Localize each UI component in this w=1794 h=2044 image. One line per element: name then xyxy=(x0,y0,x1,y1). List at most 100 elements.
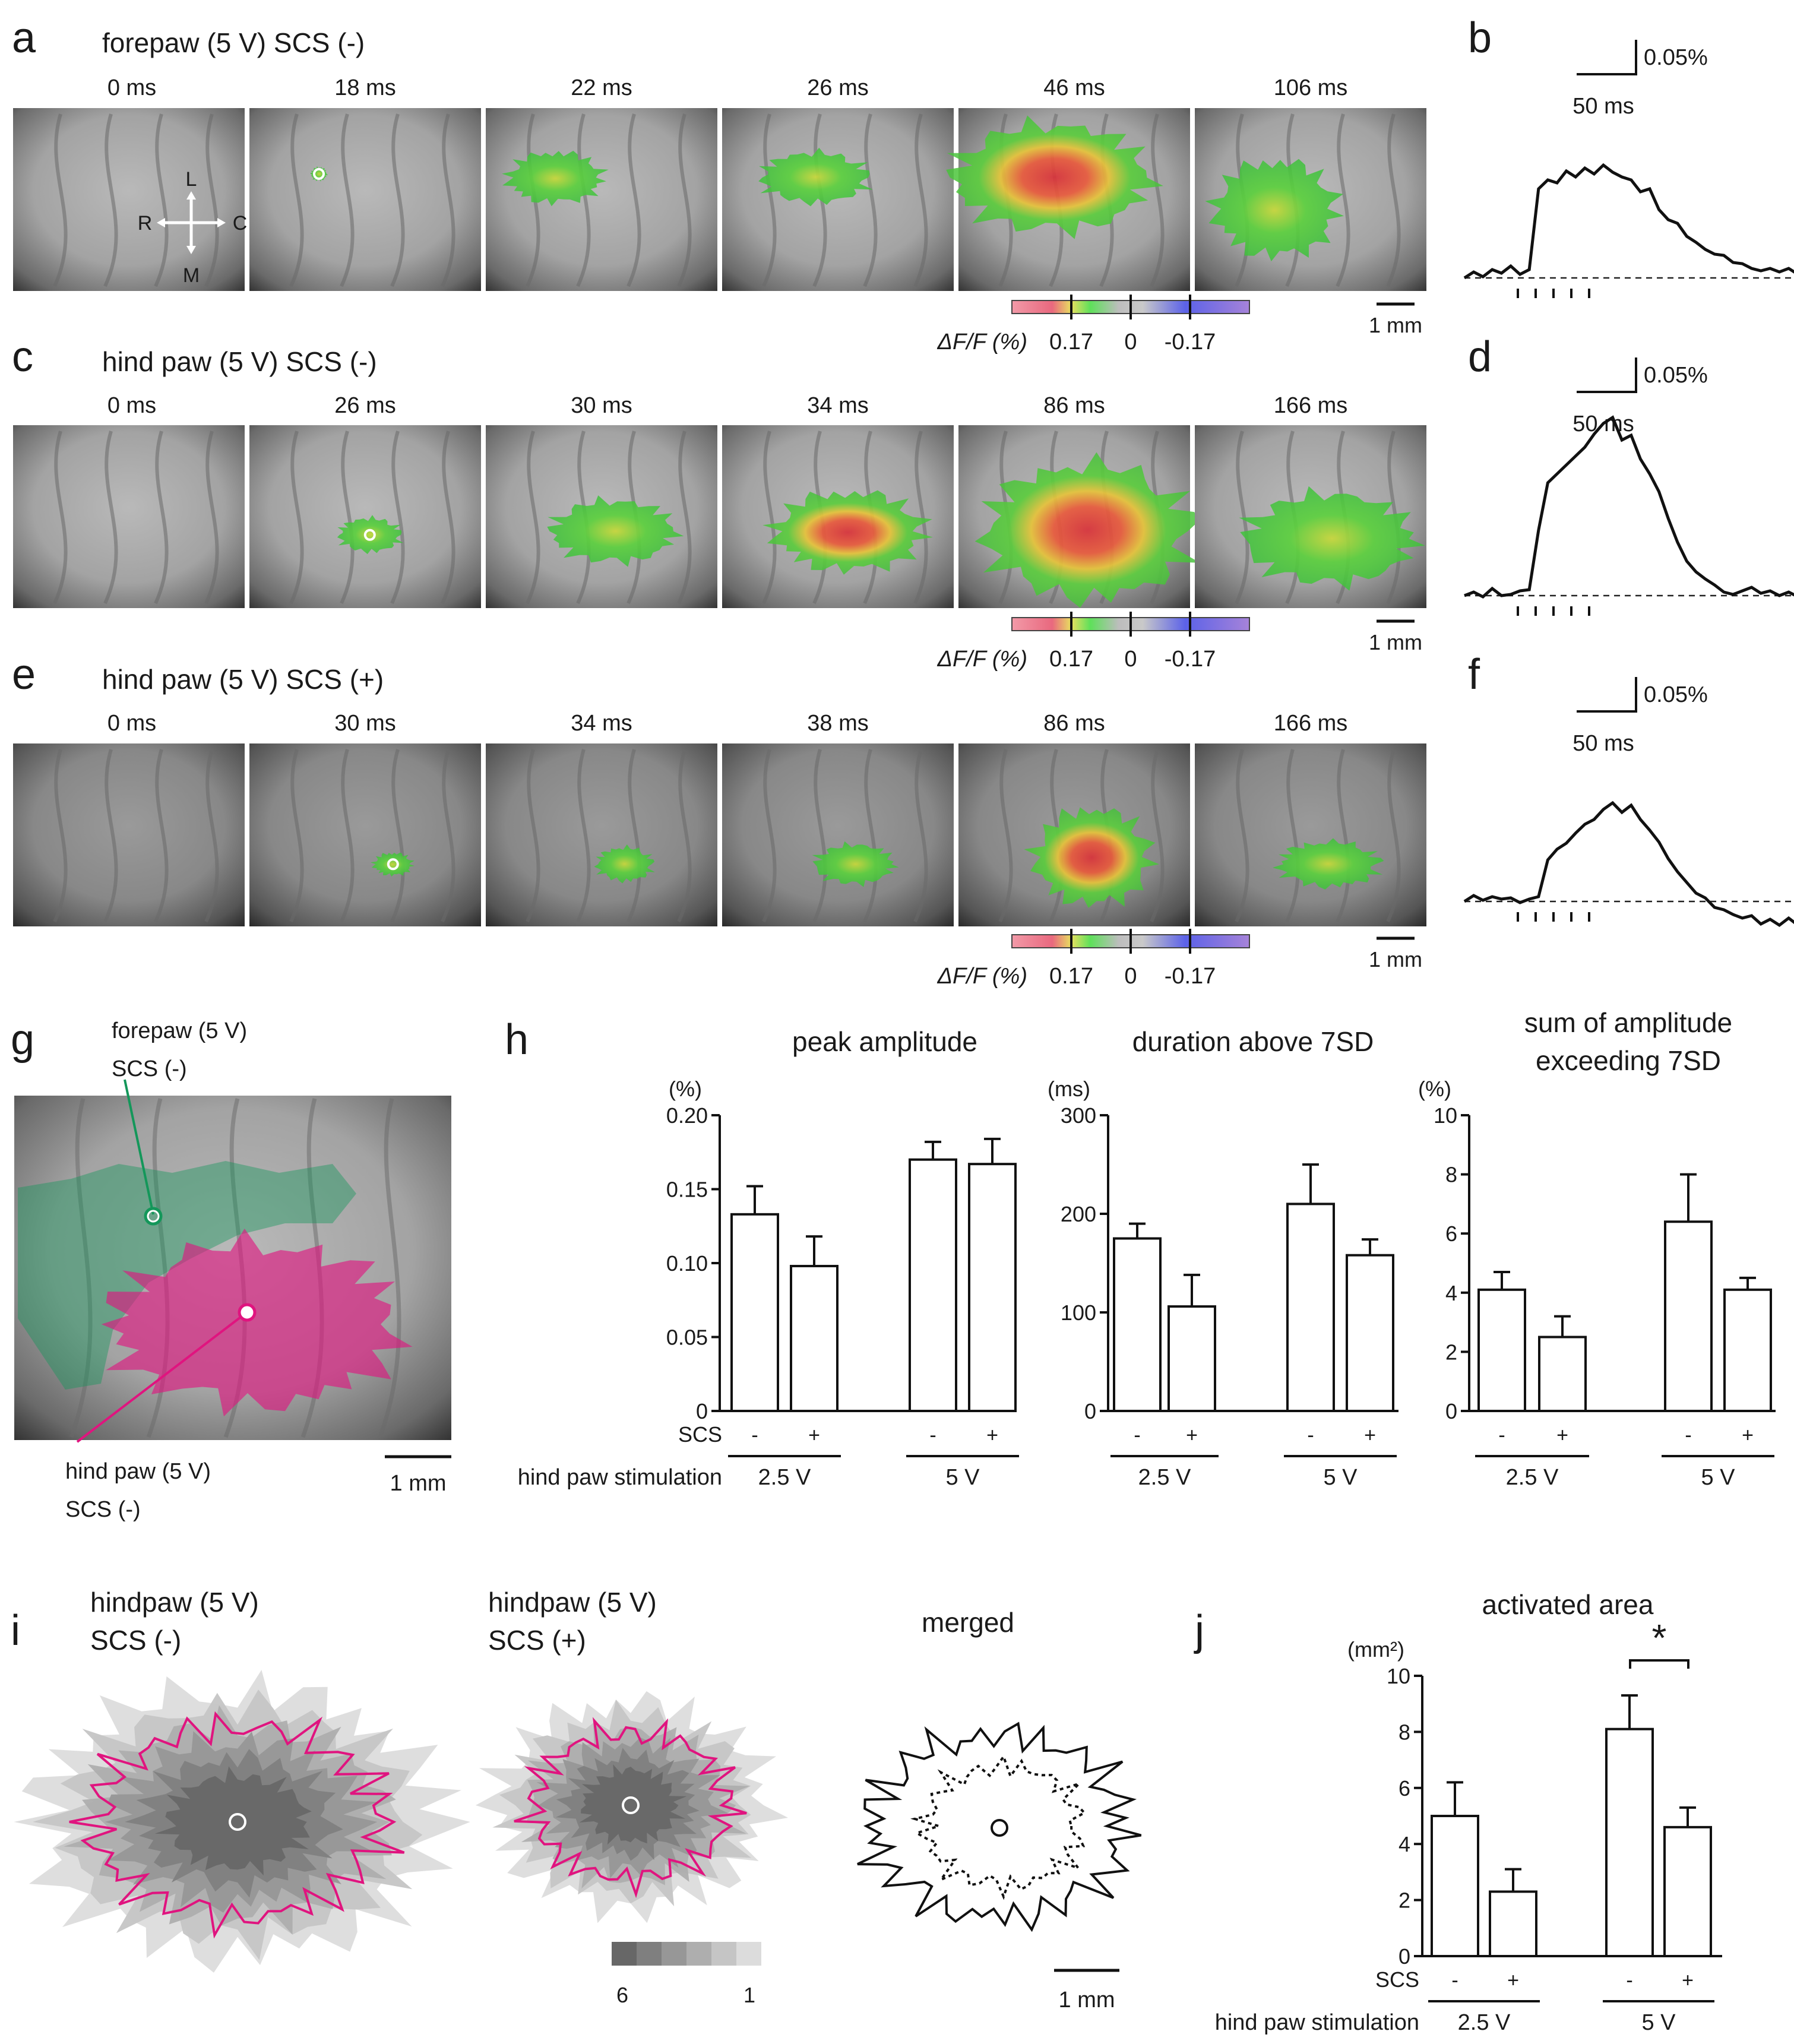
blood-vessel xyxy=(390,431,405,605)
hindpaw-center-marker xyxy=(238,1303,257,1322)
blood-vessel xyxy=(204,113,219,287)
blood-vessel xyxy=(863,113,878,287)
map-title: hindpaw (5 V) xyxy=(488,1587,657,1618)
blood-vessel xyxy=(340,431,355,605)
activation-map xyxy=(1272,838,1384,890)
activation-contour xyxy=(514,1717,747,1899)
activation-map xyxy=(1239,486,1425,591)
activation-map xyxy=(1024,807,1159,908)
scs-sign-label: - xyxy=(1451,1969,1458,1992)
panel-letter-g: g xyxy=(11,1016,34,1064)
significance-bracket xyxy=(1629,1659,1689,1669)
hindpaw-activation-area xyxy=(101,1228,413,1417)
imaging-rows: a forepaw (5 V) SCS (-) 0 ms 18 ms 22 ms 26 m… xyxy=(12,14,1426,989)
stimulus-site-marker xyxy=(313,167,325,180)
blood-vessel xyxy=(53,749,68,923)
blood-vessel xyxy=(53,431,68,605)
chart-title: duration above 7SD xyxy=(1132,1026,1374,1057)
blood-vessel xyxy=(1150,113,1165,287)
forepaw-label-scs: SCS (-) xyxy=(112,1056,187,1081)
bar xyxy=(909,1158,957,1412)
y-tick-label: 100 xyxy=(1061,1301,1096,1325)
y-tick-label: 4 xyxy=(1445,1281,1457,1305)
blood-vessel xyxy=(154,431,169,605)
panel-letter-b: b xyxy=(1468,14,1492,62)
panel-letter-f: f xyxy=(1468,651,1480,698)
hindpaw-label-scs: SCS (-) xyxy=(65,1497,141,1522)
panel-e: e hind paw (5 V) SCS (+) 0 ms 30 ms 34 ms 38 … xyxy=(12,651,1426,989)
y-tick-label: 6 xyxy=(1399,1776,1410,1801)
activation-map xyxy=(370,852,415,877)
blood-vessel xyxy=(677,749,692,923)
chart-title: sum of amplitude xyxy=(1524,1007,1732,1038)
blood-vessel xyxy=(390,113,405,287)
group-label: 5 V xyxy=(945,1465,980,1490)
stimulus-site-marker xyxy=(622,1796,640,1814)
scs-sign-label: + xyxy=(1682,1969,1694,1992)
legend-tick: 1 xyxy=(743,1983,755,2007)
blood-vessel xyxy=(677,431,692,605)
colorbar-tick-label: -0.17 xyxy=(1165,964,1216,989)
colorbar-tick-label: 0 xyxy=(1124,647,1137,672)
blood-vessel xyxy=(863,749,878,923)
panel-i: i hindpaw (5 V) SCS (-) hindpaw (5 V) SCS (+… xyxy=(11,1587,1142,2013)
chart-title: peak amplitude xyxy=(792,1026,977,1057)
scs-sign-label: + xyxy=(1186,1424,1198,1447)
blood-vessel xyxy=(677,113,692,287)
blood-vessel xyxy=(103,431,118,605)
map-title: hindpaw (5 V) xyxy=(90,1587,259,1618)
blood-vessel xyxy=(154,113,169,287)
scs-sign-label: - xyxy=(1307,1424,1314,1447)
cortex-image xyxy=(722,108,954,291)
panel-c: c hind paw (5 V) SCS (-) 0 ms 26 ms 30 ms 34 … xyxy=(12,333,1426,672)
arrow-head xyxy=(186,246,196,254)
forepaw-label: forepaw (5 V) xyxy=(112,1018,247,1043)
scs-sign-label: - xyxy=(751,1424,758,1447)
time-label: 106 ms xyxy=(1274,75,1348,100)
overlap-legend-swatch xyxy=(736,1942,761,1966)
trace-line xyxy=(1463,800,1794,928)
overlap-legend-swatch xyxy=(662,1942,686,1966)
scs-sign-label: - xyxy=(1134,1424,1140,1447)
blood-vessel xyxy=(576,113,591,287)
blood-vessel xyxy=(1235,749,1249,923)
time-label: 0 ms xyxy=(107,393,156,418)
y-tick-label: 10 xyxy=(1434,1103,1457,1128)
blood-vessel xyxy=(913,113,928,287)
colorbar-tick-label: 0.17 xyxy=(1049,330,1093,355)
trace-panels: b 0.05%50 msd 0.05%50 msf 0.05%50 ms xyxy=(1463,14,1794,928)
cortex-image xyxy=(249,743,481,926)
orientation-arrows xyxy=(162,196,221,249)
cortex-image xyxy=(13,108,245,291)
scale-bar-label: 1 mm xyxy=(1369,313,1422,337)
trace-scale-y: 0.05% xyxy=(1644,45,1708,70)
group-label: 5 V xyxy=(1323,1465,1358,1490)
y-tick-label: 0.20 xyxy=(666,1103,708,1128)
activation-map xyxy=(594,844,655,884)
group-label: 2.5 V xyxy=(1506,1465,1559,1490)
bar xyxy=(1431,1815,1479,1957)
bar-chart: 0 2 4 6 8 10(mm²) xyxy=(1347,1637,1722,1969)
overlap-legend-swatch xyxy=(686,1942,711,1966)
scale-bar-label: 1 mm xyxy=(1369,947,1422,972)
panel-letter-e: e xyxy=(12,651,36,698)
blood-vessel xyxy=(289,431,304,605)
trace-scale-bar xyxy=(1577,357,1637,393)
blood-vessel xyxy=(1386,113,1401,287)
colorbar-tick-label: -0.17 xyxy=(1165,330,1216,355)
time-label: 18 ms xyxy=(334,75,395,100)
blood-vessel xyxy=(1285,749,1300,923)
blood-vessel xyxy=(812,749,827,923)
overlap-legend-swatch xyxy=(711,1942,736,1966)
y-tick-label: 0 xyxy=(696,1399,708,1423)
colorbar-label: ΔF/F (%) xyxy=(937,964,1027,989)
bar xyxy=(1167,1305,1216,1413)
y-tick-label: 0.15 xyxy=(666,1178,708,1202)
cortex-image xyxy=(249,108,481,291)
significance-star: * xyxy=(1652,1616,1667,1659)
y-tick-label: 10 xyxy=(1387,1664,1410,1688)
merged-outline-scs-minus xyxy=(857,1722,1142,1932)
map-title-scs: SCS (-) xyxy=(90,1625,181,1656)
blood-vessel xyxy=(441,113,455,287)
scs-sign-label: + xyxy=(1507,1969,1519,1992)
